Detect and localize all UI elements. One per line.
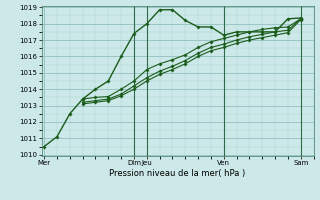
X-axis label: Pression niveau de la mer( hPa ): Pression niveau de la mer( hPa ): [109, 169, 246, 178]
